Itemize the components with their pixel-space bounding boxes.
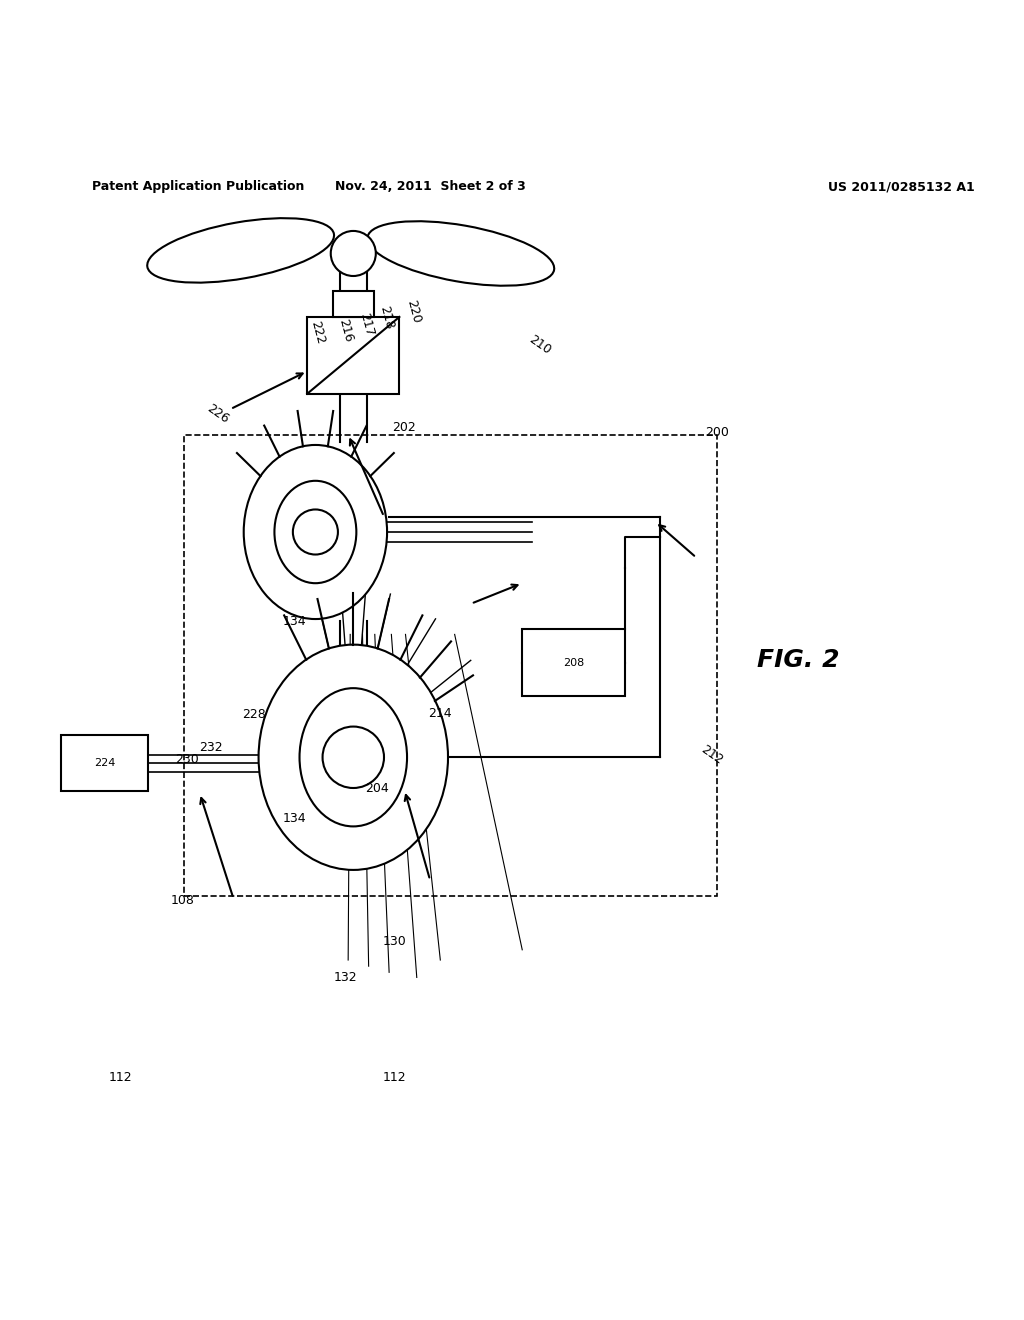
Text: 132: 132: [333, 972, 357, 983]
Text: 134: 134: [283, 615, 307, 627]
Circle shape: [331, 231, 376, 276]
Text: 130: 130: [382, 935, 407, 948]
Text: 232: 232: [199, 741, 223, 754]
Ellipse shape: [274, 480, 356, 583]
Text: FIG. 2: FIG. 2: [758, 648, 840, 672]
Text: 220: 220: [404, 298, 423, 325]
Text: Nov. 24, 2011  Sheet 2 of 3: Nov. 24, 2011 Sheet 2 of 3: [335, 181, 525, 194]
Text: 217: 217: [357, 312, 376, 338]
Bar: [61, 735, 148, 791]
Bar: [307, 317, 399, 393]
Text: 212: 212: [698, 743, 725, 767]
Text: US 2011/0285132 A1: US 2011/0285132 A1: [827, 181, 975, 194]
Ellipse shape: [368, 222, 554, 285]
Text: Patent Application Publication: Patent Application Publication: [92, 181, 304, 194]
Text: 216: 216: [336, 317, 354, 343]
Text: 228: 228: [242, 708, 266, 721]
Text: 208: 208: [563, 659, 584, 668]
Text: 134: 134: [283, 812, 307, 825]
Text: 224: 224: [94, 759, 116, 768]
Text: 210: 210: [526, 333, 553, 356]
Text: 222: 222: [308, 319, 327, 346]
Text: 218: 218: [378, 305, 396, 331]
Circle shape: [323, 726, 384, 788]
Bar: [333, 292, 374, 317]
Circle shape: [293, 510, 338, 554]
Text: 108: 108: [170, 894, 195, 907]
Text: 112: 112: [109, 1072, 133, 1084]
Ellipse shape: [299, 688, 407, 826]
Text: 202: 202: [392, 421, 417, 434]
Text: 230: 230: [175, 752, 200, 766]
Ellipse shape: [258, 644, 449, 870]
Text: 200: 200: [705, 426, 729, 440]
Bar: [522, 630, 625, 696]
Text: 204: 204: [365, 781, 389, 795]
Ellipse shape: [147, 218, 334, 282]
Ellipse shape: [244, 445, 387, 619]
Text: 112: 112: [382, 1072, 407, 1084]
Text: 226: 226: [205, 403, 231, 426]
Text: 214: 214: [428, 706, 453, 719]
